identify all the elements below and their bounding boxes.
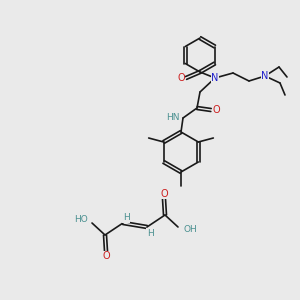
Text: H: H [147,229,153,238]
Text: O: O [102,251,110,261]
Text: O: O [212,105,220,115]
Text: N: N [261,71,269,81]
Text: HN: HN [167,113,180,122]
Text: O: O [177,73,185,83]
Text: O: O [160,189,168,199]
Text: HO: HO [74,215,88,224]
Text: H: H [123,214,129,223]
Text: N: N [211,73,219,83]
Text: OH: OH [184,226,198,235]
